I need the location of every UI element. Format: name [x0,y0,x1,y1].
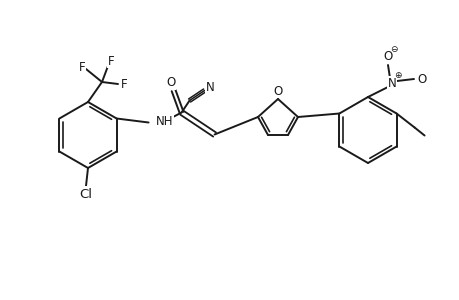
Text: N: N [387,76,396,89]
Text: O: O [273,85,282,98]
Text: NH: NH [155,115,173,128]
Text: F: F [78,61,85,74]
Text: Cl: Cl [79,188,92,200]
Text: O: O [416,73,425,85]
Text: ⊕: ⊕ [393,70,401,80]
Text: O: O [382,50,392,62]
Text: N: N [206,81,214,94]
Text: ⊖: ⊖ [389,44,397,53]
Text: F: F [120,77,127,91]
Text: F: F [107,55,114,68]
Text: O: O [166,76,175,89]
